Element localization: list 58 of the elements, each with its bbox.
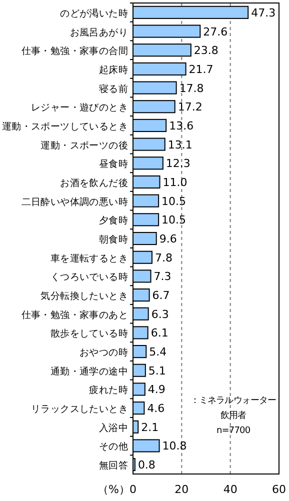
x-tick-label: 60 [272,483,286,496]
data-label: 7.8 [154,251,172,264]
y-tick-label: 気分転換したいとき [40,290,128,302]
x-tick-label: 40 [223,483,238,496]
y-tick-label: レジャー・遊びのとき [30,102,128,114]
data-label: 6.3 [151,308,169,321]
y-tick-label: お酒を飲んだ後 [60,176,128,189]
y-tick-label: 車を運転するとき [50,252,128,264]
y-tick-label: 通勤・通学の途中 [50,365,128,378]
data-label: 17.2 [178,100,202,114]
y-tick-label: のどが渇いた時 [60,7,128,20]
data-label: 27.6 [203,25,228,38]
annotation: n=7700 [216,426,251,436]
data-label: 7.3 [154,270,172,284]
y-tick-label: 起床時 [98,64,128,76]
data-label: 4.6 [147,402,165,416]
y-tick-label: おやつの時 [79,346,128,359]
y-tick-label: 仕事・勉強・家事の合間 [21,45,128,58]
y-tick-label: リラックスしたいとき [30,404,128,416]
data-label: 2.1 [141,420,159,434]
data-label: 17.8 [179,82,204,95]
y-tick-label: くつろいでいる時 [50,271,128,284]
annotation: 飲用者 [220,410,247,421]
data-label: 11.0 [162,176,188,189]
data-label: 6.1 [150,326,168,340]
y-tick-label: 入浴中 [98,422,128,434]
data-label: 10.5 [162,214,186,227]
y-tick-label: 昼食時 [98,158,128,170]
data-label: 12.3 [166,157,190,170]
data-label: 0.8 [138,458,156,472]
y-tick-label: 仕事・勉強・家事のあと [21,308,128,321]
data-label: 5.4 [149,346,167,359]
y-tick-label: 散歩をしている時 [50,328,128,340]
x-tick-label: 0 [130,483,136,496]
data-label: 13.1 [168,138,192,152]
data-label: 9.6 [159,232,177,246]
data-label: 4.9 [148,383,166,396]
data-label: 23.8 [194,44,218,58]
data-label: 10.5 [162,194,186,208]
data-label: 21.7 [188,62,214,76]
y-tick-label: 疲れた時 [89,384,128,396]
data-label: 10.8 [162,440,187,453]
data-label: 47.3 [251,6,276,20]
y-tick-label: その他 [98,440,128,453]
y-tick-label: 寝る前 [98,82,128,95]
y-tick-label: 運動・スポーツの後 [40,139,128,152]
y-tick-label: 二日酔いや体調の悪い時 [21,196,128,208]
y-tick-label: 無回答 [98,460,128,472]
annotation: ：ミネラルウォーター [190,396,277,406]
data-label: 5.1 [148,364,166,378]
y-tick-label: 朝食時 [98,234,128,246]
y-tick-label: お風呂あがり [70,27,128,38]
x-axis-title: （%） [98,483,130,496]
y-tick-label: 運動・スポーツしているとき [2,120,128,132]
data-label: 6.7 [152,289,170,302]
data-label: 13.6 [169,119,194,132]
y-tick-label: 夕食時 [98,214,128,227]
x-tick-label: 20 [174,483,189,496]
